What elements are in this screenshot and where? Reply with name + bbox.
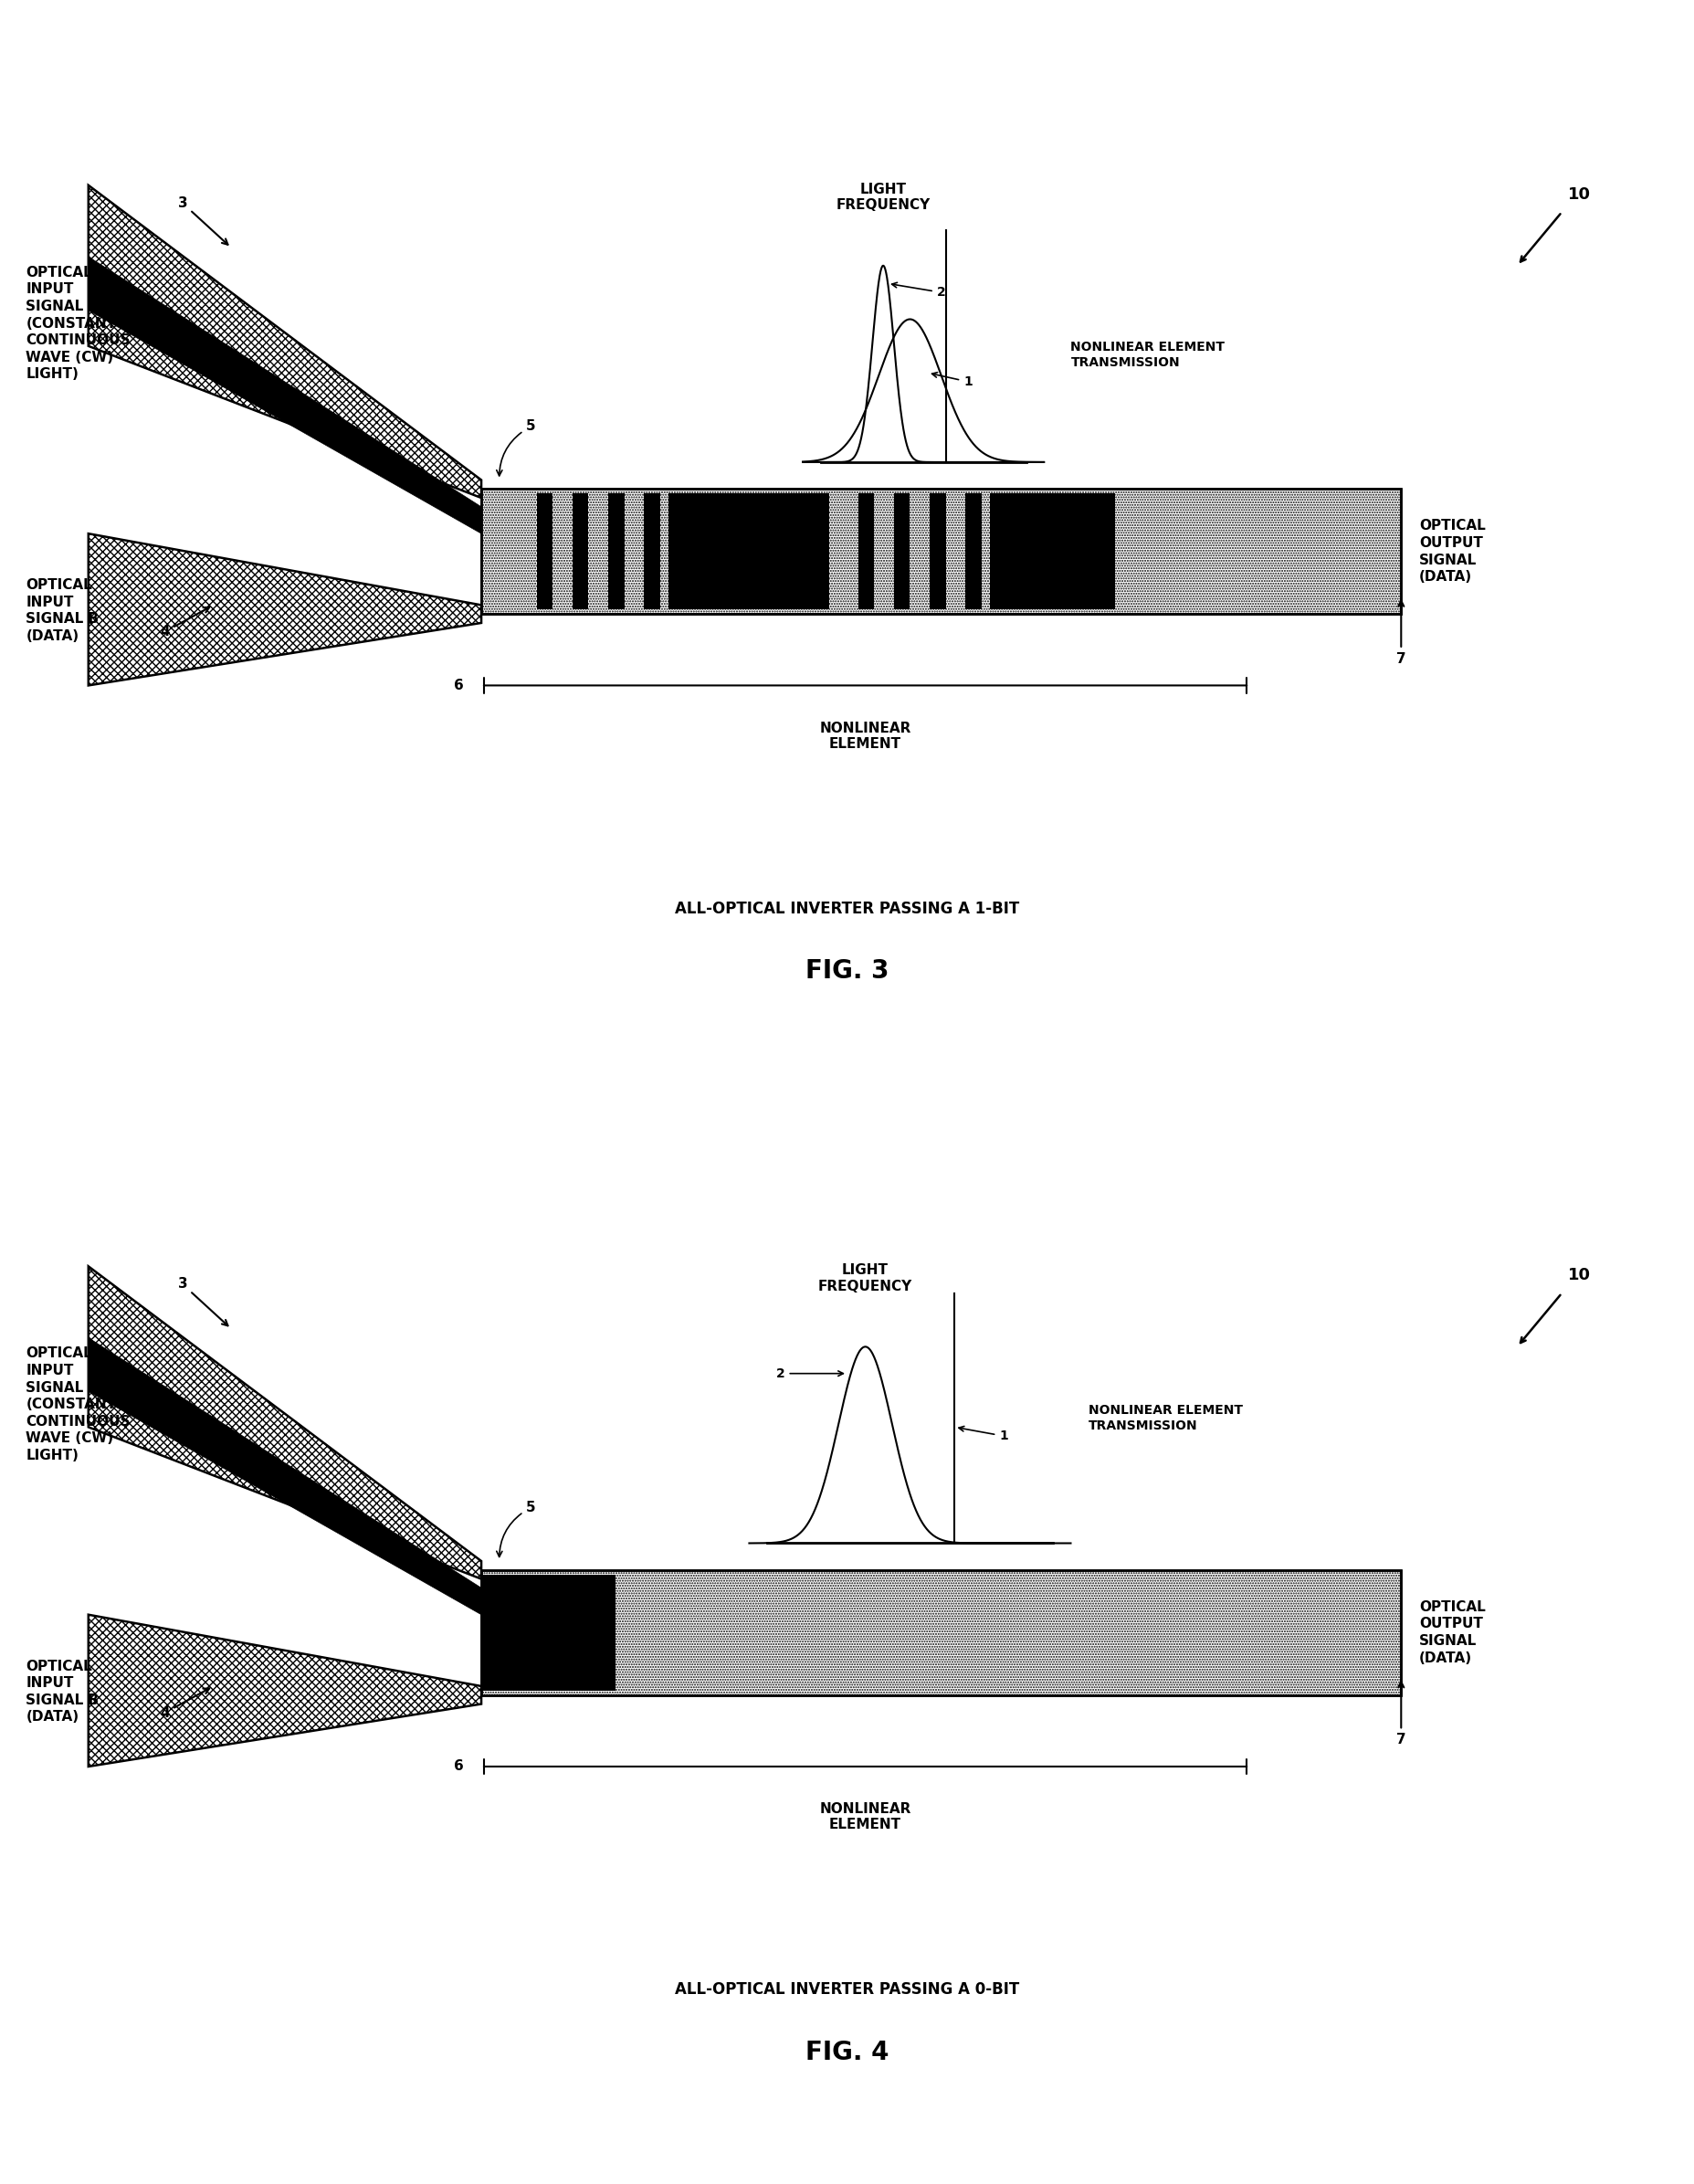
Text: 6: 6 xyxy=(454,1760,462,1773)
Bar xyxy=(481,1570,1401,1695)
Bar xyxy=(928,494,945,609)
Text: 6: 6 xyxy=(454,679,462,692)
Bar xyxy=(966,494,981,609)
Text: ALL-OPTICAL INVERTER PASSING A 1-BIT: ALL-OPTICAL INVERTER PASSING A 1-BIT xyxy=(674,900,1020,917)
Bar xyxy=(481,1575,615,1690)
Bar xyxy=(481,489,1401,614)
Text: 1: 1 xyxy=(959,1426,1008,1441)
Polygon shape xyxy=(88,1339,481,1614)
Bar xyxy=(537,494,552,609)
Bar xyxy=(893,494,910,609)
Text: OPTICAL
INPUT
SIGNAL A
(CONSTANT
CONTINUOUS
WAVE (CW)
LIGHT): OPTICAL INPUT SIGNAL A (CONSTANT CONTINU… xyxy=(25,266,130,382)
Polygon shape xyxy=(88,186,481,498)
Text: 2: 2 xyxy=(776,1367,844,1380)
Text: OPTICAL
OUTPUT
SIGNAL
(DATA): OPTICAL OUTPUT SIGNAL (DATA) xyxy=(1418,1601,1484,1664)
Bar xyxy=(644,494,659,609)
Text: 5: 5 xyxy=(496,419,535,476)
Polygon shape xyxy=(88,1267,481,1579)
Bar xyxy=(481,1570,1401,1695)
Text: 3: 3 xyxy=(178,197,227,245)
Bar xyxy=(669,494,828,609)
Text: OPTICAL
INPUT
SIGNAL B
(DATA): OPTICAL INPUT SIGNAL B (DATA) xyxy=(25,579,98,642)
Bar xyxy=(857,494,874,609)
Bar xyxy=(573,494,588,609)
Text: 10: 10 xyxy=(1567,186,1591,203)
Text: 7: 7 xyxy=(1396,601,1406,666)
Bar xyxy=(989,494,1115,609)
Polygon shape xyxy=(88,258,481,533)
Text: FIG. 3: FIG. 3 xyxy=(805,959,889,985)
Text: FIG. 4: FIG. 4 xyxy=(805,2040,889,2066)
Polygon shape xyxy=(88,1614,481,1767)
Bar xyxy=(481,1570,1401,1695)
Text: 4: 4 xyxy=(159,1688,210,1719)
Text: 2: 2 xyxy=(891,282,945,299)
Text: 4: 4 xyxy=(159,607,210,638)
Text: NONLINEAR
ELEMENT: NONLINEAR ELEMENT xyxy=(818,1802,911,1832)
Text: 10: 10 xyxy=(1567,1267,1591,1284)
Text: 5: 5 xyxy=(496,1500,535,1557)
Text: 1: 1 xyxy=(932,371,972,389)
Text: ALL-OPTICAL INVERTER PASSING A 0-BIT: ALL-OPTICAL INVERTER PASSING A 0-BIT xyxy=(674,1981,1020,1998)
Text: OPTICAL
INPUT
SIGNAL B
(DATA): OPTICAL INPUT SIGNAL B (DATA) xyxy=(25,1660,98,1723)
Text: LIGHT
FREQUENCY: LIGHT FREQUENCY xyxy=(818,1265,911,1293)
Bar xyxy=(608,494,623,609)
Text: NONLINEAR ELEMENT
TRANSMISSION: NONLINEAR ELEMENT TRANSMISSION xyxy=(1071,341,1225,369)
Text: NONLINEAR ELEMENT
TRANSMISSION: NONLINEAR ELEMENT TRANSMISSION xyxy=(1088,1404,1242,1433)
Bar xyxy=(481,489,1401,614)
Text: 3: 3 xyxy=(178,1278,227,1326)
Text: NONLINEAR
ELEMENT: NONLINEAR ELEMENT xyxy=(818,721,911,751)
Text: LIGHT
FREQUENCY: LIGHT FREQUENCY xyxy=(835,183,930,212)
Polygon shape xyxy=(88,533,481,686)
Text: OPTICAL
INPUT
SIGNAL A
(CONSTANT
CONTINUOUS
WAVE (CW)
LIGHT): OPTICAL INPUT SIGNAL A (CONSTANT CONTINU… xyxy=(25,1348,130,1463)
Bar xyxy=(481,489,1401,614)
Text: OPTICAL
OUTPUT
SIGNAL
(DATA): OPTICAL OUTPUT SIGNAL (DATA) xyxy=(1418,520,1484,583)
Text: 7: 7 xyxy=(1396,1682,1406,1747)
